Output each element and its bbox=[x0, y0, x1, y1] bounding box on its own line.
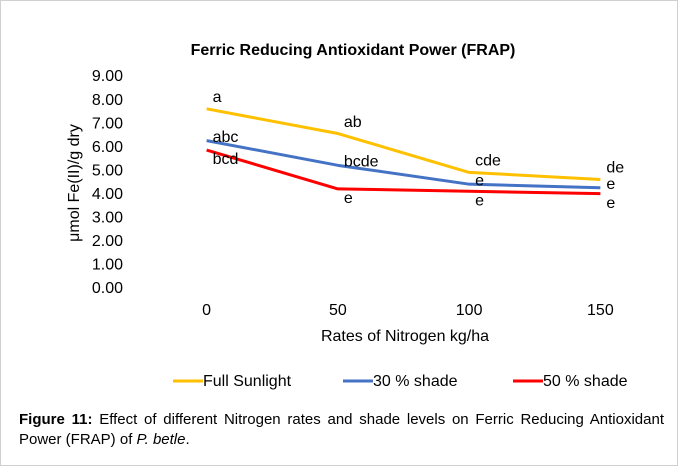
caption: Figure 11: Effect of different Nitrogen … bbox=[19, 410, 664, 450]
data-label: e bbox=[475, 172, 484, 189]
caption-text: Effect of different Nitrogen rates and s… bbox=[19, 411, 664, 448]
data-label: bcd bbox=[213, 151, 239, 168]
x-tick-label: 150 bbox=[587, 302, 614, 319]
caption-species: P. betle bbox=[136, 431, 186, 448]
data-label: e bbox=[475, 192, 484, 209]
data-label: a bbox=[213, 89, 222, 106]
y-axis-title: μmol Fe(II)/g dry bbox=[66, 124, 83, 242]
chart-title: Ferric Reducing Antioxidant Power (FRAP) bbox=[191, 42, 516, 59]
series-line bbox=[206, 148, 601, 196]
caption-label: Figure 11: bbox=[19, 411, 93, 428]
y-tick-label: 6.00 bbox=[92, 139, 123, 156]
x-tick-label: 0 bbox=[202, 302, 211, 319]
data-label: bcde bbox=[344, 154, 379, 171]
data-label: e bbox=[606, 176, 615, 193]
x-axis-title: Rates of Nitrogen kg/ha bbox=[321, 328, 489, 345]
y-tick-label: 4.00 bbox=[92, 186, 123, 203]
y-tick-label: 8.00 bbox=[92, 92, 123, 109]
y-tick-label: 0.00 bbox=[92, 280, 123, 297]
chart: Ferric Reducing Antioxidant Power (FRAP)… bbox=[66, 42, 628, 390]
legend-label: 30 % shade bbox=[373, 373, 458, 390]
x-tick-label: 50 bbox=[329, 302, 347, 319]
y-tick-label: 3.00 bbox=[92, 210, 123, 227]
series-line bbox=[206, 139, 601, 190]
y-tick-label: 1.00 bbox=[92, 257, 123, 274]
caption-end: . bbox=[185, 431, 190, 448]
data-label: de bbox=[606, 160, 624, 177]
legend-label: Full Sunlight bbox=[203, 373, 292, 390]
data-label: e bbox=[606, 195, 615, 212]
x-tick-label: 100 bbox=[456, 302, 483, 319]
data-label: abc bbox=[213, 129, 239, 146]
data-label: ab bbox=[344, 114, 362, 131]
y-tick-label: 5.00 bbox=[92, 162, 123, 179]
y-tick-label: 2.00 bbox=[92, 233, 123, 250]
legend-label: 50 % shade bbox=[543, 373, 628, 390]
data-label: cde bbox=[475, 153, 501, 170]
series-line bbox=[206, 107, 601, 181]
y-tick-label: 9.00 bbox=[92, 68, 123, 85]
data-label: e bbox=[344, 190, 353, 207]
y-tick-label: 7.00 bbox=[92, 115, 123, 132]
